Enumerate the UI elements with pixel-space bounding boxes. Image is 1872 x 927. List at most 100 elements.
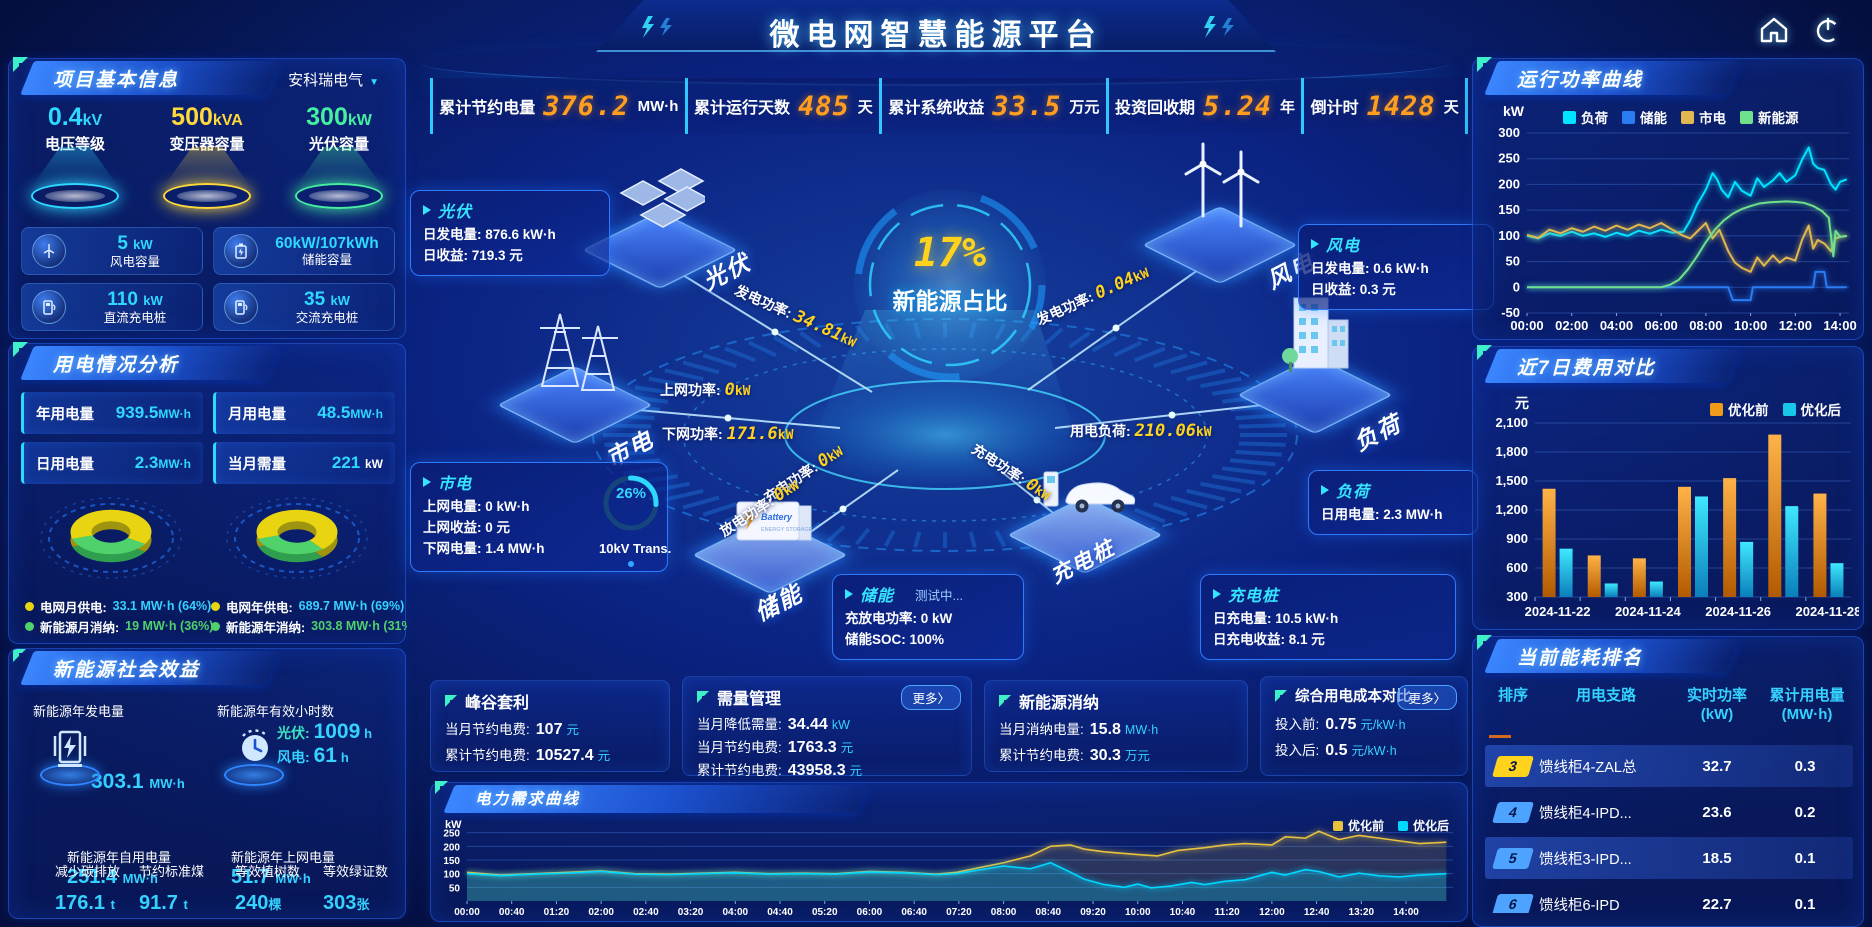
- pedestal-row: 0.4kV 电压等级 500kVA 变压器容量 300kW 光伏容量: [9, 103, 405, 221]
- infobox-load: 负荷 日用电量: 2.3 MW·h: [1308, 470, 1478, 535]
- infobox-storage: 储能 测试中... 充放电功率: 0 kW 储能SOC: 100%: [832, 574, 1024, 660]
- y-axis-unit: kW: [445, 819, 462, 831]
- card-month-demand: 当月需量 221 kW: [213, 442, 395, 484]
- demand-curve-chart: 250 200 150 100 50 00:00 00:40 01:20 02:00 02:40 0…: [435, 815, 1463, 922]
- clock-icon: [242, 729, 268, 761]
- svg-text:250: 250: [1498, 151, 1520, 166]
- benefit-co2-reduced: 减少碳排放 176.1 t: [55, 864, 121, 914]
- svg-text:300: 300: [1506, 589, 1528, 604]
- infobox-pv: 光伏 日发电量: 876.6 kW·h 日收益: 719.3 元: [410, 190, 610, 276]
- svg-text:50: 50: [1506, 254, 1520, 269]
- benefit-grid-export: 新能源年上网电量 51.7 MW·h: [231, 850, 336, 888]
- svg-text:2024-11-26: 2024-11-26: [1705, 604, 1771, 619]
- svg-text:200: 200: [443, 842, 460, 853]
- panel-corner-icon: [1477, 345, 1492, 360]
- cost-compare-chart: 2,100 1,800 1,500 1,200 900 600 300 2024-11-22 2…: [1481, 413, 1861, 630]
- table-row[interactable]: 6 馈线柜6-IPD 22.7 0.1: [1485, 883, 1853, 913]
- home-icon[interactable]: [1758, 14, 1790, 46]
- svg-text:600: 600: [1506, 560, 1528, 575]
- header-underline-decor: [1489, 735, 1511, 738]
- svg-text:1,500: 1,500: [1495, 473, 1528, 488]
- svg-text:12:00: 12:00: [1779, 318, 1812, 333]
- svg-text:10:40: 10:40: [1170, 907, 1196, 917]
- svg-text:12:40: 12:40: [1304, 907, 1330, 917]
- svg-text:07:20: 07:20: [946, 907, 972, 917]
- svg-text:00:40: 00:40: [499, 907, 525, 917]
- donut-month-legend: 电网月供电: 33.1 MW·h (64%) 新能源月消纳: 19 MW·h (36…: [25, 596, 213, 636]
- svg-text:200: 200: [1498, 176, 1520, 191]
- svg-text:00:00: 00:00: [454, 907, 480, 917]
- svg-text:100: 100: [443, 870, 460, 881]
- kpi-demand-management: 需量管理 更多〉 当月降低需量: 34.44 kW 当月节约电费: 1763.3 元 累…: [682, 676, 972, 779]
- svg-text:300: 300: [1498, 125, 1520, 140]
- company-dropdown[interactable]: 安科瑞电气 ▼: [288, 72, 379, 89]
- panel-title: 用电情况分析: [53, 355, 180, 376]
- renewable-share-gauge: 17% 新能源占比: [892, 230, 1008, 314]
- svg-text:14:00: 14:00: [1393, 907, 1419, 917]
- svg-text:01:20: 01:20: [544, 907, 570, 917]
- panel-title: 近7日费用对比: [1517, 358, 1656, 379]
- svg-text:150: 150: [1498, 202, 1520, 217]
- arrow-icon: [423, 205, 431, 215]
- more-button[interactable]: 更多〉: [1397, 685, 1457, 710]
- energy-battery-icon: [53, 730, 87, 767]
- benefit-green-certs: 等效绿证数 303张: [323, 864, 389, 914]
- svg-text:09:20: 09:20: [1080, 907, 1106, 917]
- panel-title: 当前能耗排名: [1517, 648, 1644, 669]
- stat-running-days: 累计运行天数 485 天: [688, 78, 883, 134]
- kpi-peak-valley-arbitrage: 峰谷套利 当月节约电费: 107 元 累计节约电费: 10527.4 元: [430, 680, 670, 772]
- svg-text:900: 900: [1506, 531, 1528, 546]
- page-title: 微电网智慧能源平台: [769, 19, 1103, 52]
- svg-text:04:40: 04:40: [767, 907, 793, 917]
- arrow-icon: [1213, 589, 1221, 599]
- table-row[interactable]: 5 馈线柜3-IPD... 18.5 0.1: [1485, 837, 1853, 879]
- arrow-icon: [1311, 239, 1319, 249]
- card-year-usage: 年用电量 939.5MW·h: [21, 392, 203, 434]
- wind-turbine-icon: [1184, 142, 1260, 228]
- summary-stats-bar: 累计节约电量 376.2 MW·h 累计运行天数 485 天 累计系统收益 33.5 万元 …: [430, 78, 1468, 134]
- svg-text:2,100: 2,100: [1495, 415, 1528, 430]
- lightning-icon: [642, 16, 672, 38]
- stat-total-saved-energy: 累计节约电量 376.2 MW·h: [433, 78, 688, 134]
- benefit-coal-saved: 节约标准煤 91.7 t: [139, 864, 205, 914]
- svg-text:08:00: 08:00: [991, 907, 1017, 917]
- panel-usage-analysis: 用电情况分析 年用电量 939.5MW·h 月用电量 48.5MW·h 日用电量 2.…: [8, 342, 407, 644]
- panel-social-benefits: 新能源社会效益 新能源年发电量 303.1 MW·h 新能源年有效小时数 光伏:…: [8, 648, 406, 919]
- svg-text:100: 100: [1498, 228, 1520, 243]
- table-row[interactable]: 4 馈线柜4-IPD... 23.6 0.2: [1485, 791, 1853, 833]
- svg-text:06:40: 06:40: [901, 907, 927, 917]
- infobox-charger: 充电桩 日充电量: 10.5 kW·h 日充电收益: 8.1 元: [1200, 574, 1456, 660]
- flow-load-power: 用电负荷: 210.06kW: [1070, 421, 1212, 441]
- battery-icon: [235, 243, 247, 259]
- panel-corner-icon: [13, 57, 28, 72]
- svg-text:02:00: 02:00: [588, 907, 614, 917]
- svg-text:06:00: 06:00: [857, 907, 883, 917]
- svg-text:08:40: 08:40: [1036, 907, 1062, 917]
- svg-text:05:20: 05:20: [812, 907, 838, 917]
- donut-year-legend: 电网年供电: 689.7 MW·h (69%) 新能源年消纳: 303.8 MW·h…: [211, 596, 407, 636]
- panel-title: 电力需求曲线: [475, 791, 581, 808]
- benefit-annual-generation: 新能源年发电量 303.1 MW·h: [33, 704, 185, 793]
- flow-grid-import-power: 下网功率: 171.6kW: [662, 424, 794, 444]
- lightning-icon: [1204, 16, 1234, 38]
- svg-text:04:00: 04:00: [723, 907, 749, 917]
- more-button[interactable]: 更多〉: [901, 685, 961, 710]
- ranking-table-header: 排序 用电支路 实时功率 (kW) 累计用电量 (MW·h): [1497, 687, 1845, 723]
- panel-project-info: 项目基本信息 安科瑞电气 ▼ 0.4kV 电压等级 500kVA 变压器容量 300k…: [8, 57, 406, 339]
- table-row[interactable]: 3 馈线柜4-ZAL总 32.7 0.3: [1485, 745, 1853, 787]
- charger-icon: [235, 300, 248, 315]
- kpi-corner-icon: [999, 695, 1011, 707]
- power-icon[interactable]: [1812, 14, 1844, 46]
- power-curve-legend: 负荷 储能 市电 新能源: [1563, 107, 1799, 127]
- svg-text:50: 50: [449, 883, 461, 894]
- svg-text:150: 150: [443, 856, 460, 867]
- battery-container-icon: Battery ENERGY STORAGE: [736, 501, 813, 541]
- panel-power-curve: 运行功率曲线 kW 负荷 储能 市电 新能源 300 250 200 150 100 50…: [1472, 57, 1864, 340]
- card-ac-charger: 35 kW 交流充电桩: [213, 283, 395, 331]
- scene-decor-svg: [592, 189, 1298, 552]
- panel-demand-curve: 电力需求曲线 kW 优化前 优化后 250 200 150 100 50 00:00 00:…: [430, 781, 1468, 922]
- chevron-down-icon: ▼: [369, 77, 379, 88]
- svg-text:10:00: 10:00: [1734, 318, 1767, 333]
- panel-cost-compare: 近7日费用对比 元 优化前 优化后 2,100 1,800 1,500 1,200 90…: [1472, 345, 1864, 630]
